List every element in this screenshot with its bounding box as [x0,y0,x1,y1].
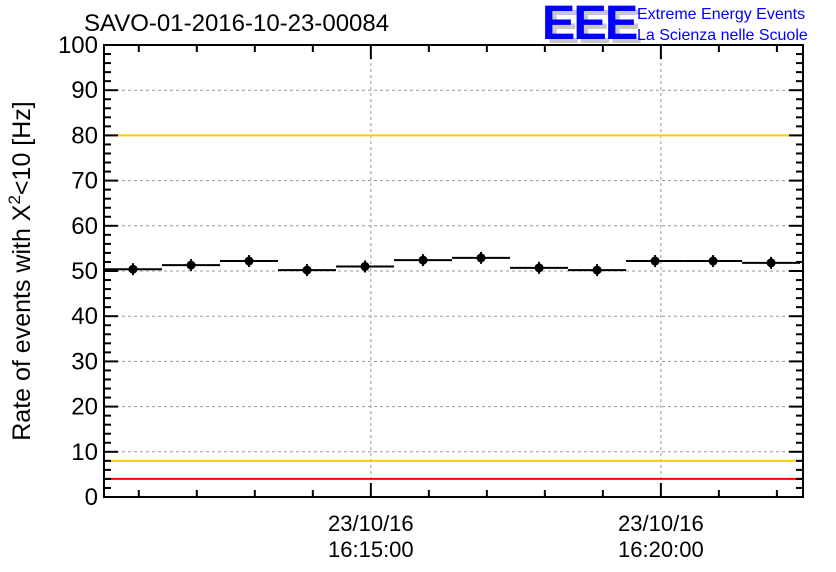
y-tick-label: 50 [71,258,98,285]
data-point [128,264,138,274]
data-point [592,265,602,275]
x-tick-label-date: 23/10/16 [328,511,414,536]
x-tick-label-time: 16:20:00 [618,537,704,562]
y-tick-label: 60 [71,213,98,240]
y-tick-label: 10 [71,439,98,466]
y-tick-label: 70 [71,168,98,195]
y-axis-label: Rate of events with X2<10 [Hz] [5,101,36,441]
data-point [302,265,312,275]
y-tick-label: 80 [71,122,98,149]
chart-title: SAVO-01-2016-10-23-00084 [84,10,390,37]
logo-text: Extreme Energy Events La Scienza nelle S… [637,4,808,46]
logo-mark: EEE [541,0,639,50]
x-tick-label-time: 16:15:00 [328,537,414,562]
y-tick-label: 0 [85,484,98,511]
y-tick-label: 30 [71,348,98,375]
data-point [476,253,486,263]
data-point [766,258,776,268]
data-point [534,263,544,273]
y-tick-label: 100 [58,32,98,59]
y-tick-label: 20 [71,394,98,421]
data-point [360,261,370,271]
y-tick-label: 40 [71,303,98,330]
data-point [186,260,196,270]
data-point [244,256,254,266]
data-point [708,256,718,266]
logo-line1: Extreme Energy Events [637,6,806,23]
eee-logo: EEE Extreme Energy Events La Scienza nel… [541,0,808,50]
data-point [418,255,428,265]
data-point [650,256,660,266]
logo-line2: La Scienza nelle Scuole [637,27,808,44]
x-tick-label-date: 23/10/16 [618,511,704,536]
y-tick-label: 90 [71,77,98,104]
